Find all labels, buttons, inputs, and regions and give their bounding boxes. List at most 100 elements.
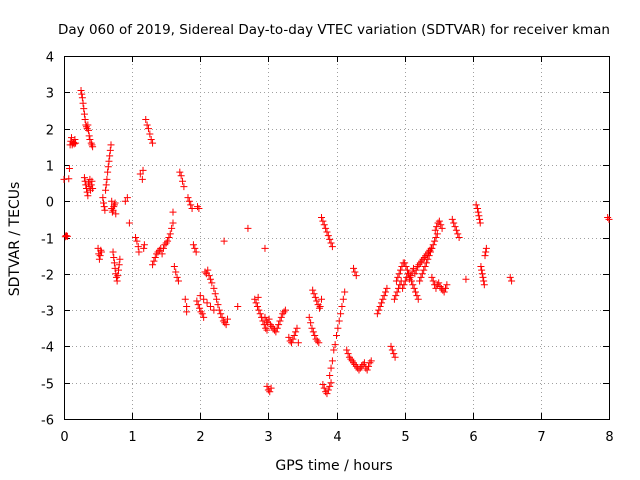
data-point bbox=[347, 355, 355, 363]
data-point bbox=[474, 204, 482, 212]
data-point bbox=[327, 379, 335, 387]
data-point bbox=[365, 362, 373, 370]
data-point bbox=[323, 228, 331, 236]
data-point bbox=[189, 241, 197, 249]
data-point bbox=[433, 230, 441, 238]
data-point bbox=[319, 217, 327, 225]
data-point bbox=[429, 241, 437, 249]
data-point bbox=[275, 321, 283, 329]
data-point bbox=[440, 288, 448, 296]
data-point bbox=[104, 168, 112, 176]
data-point bbox=[263, 326, 271, 334]
data-point bbox=[276, 317, 284, 325]
data-point bbox=[96, 252, 104, 260]
data-point bbox=[195, 204, 203, 212]
data-point bbox=[481, 252, 489, 260]
data-point bbox=[255, 306, 263, 314]
data-point bbox=[379, 295, 387, 303]
data-point bbox=[363, 366, 371, 374]
data-point bbox=[196, 304, 204, 312]
data-point bbox=[83, 188, 91, 196]
data-point bbox=[314, 301, 322, 309]
data-point bbox=[176, 168, 184, 176]
data-point bbox=[102, 181, 110, 189]
data-point bbox=[474, 208, 482, 216]
data-point bbox=[109, 248, 117, 256]
data-point bbox=[180, 183, 188, 191]
data-point bbox=[200, 313, 208, 321]
data-point bbox=[200, 295, 208, 303]
data-point bbox=[288, 339, 296, 347]
data-point bbox=[112, 273, 120, 281]
data-point bbox=[373, 310, 381, 318]
data-point bbox=[81, 177, 89, 185]
data-point bbox=[115, 261, 123, 269]
data-point bbox=[416, 259, 424, 267]
data-point bbox=[375, 306, 383, 314]
data-point bbox=[115, 266, 122, 274]
data-point bbox=[421, 263, 429, 271]
data-point bbox=[194, 301, 202, 309]
data-point bbox=[111, 199, 119, 207]
data-point bbox=[388, 346, 396, 354]
data-point bbox=[338, 302, 346, 310]
data-point bbox=[181, 295, 189, 303]
data-point bbox=[412, 288, 420, 296]
x-tick-label: 3 bbox=[264, 430, 272, 445]
data-point bbox=[173, 273, 181, 281]
data-point bbox=[78, 90, 86, 98]
data-point bbox=[224, 315, 231, 323]
data-point bbox=[324, 232, 332, 240]
data-point bbox=[184, 194, 192, 202]
data-point bbox=[327, 239, 335, 247]
data-point bbox=[161, 241, 169, 249]
data-point bbox=[508, 277, 516, 285]
data-point bbox=[134, 243, 142, 251]
data-point bbox=[335, 317, 343, 325]
data-point bbox=[339, 295, 347, 303]
data-point bbox=[376, 302, 384, 310]
data-point bbox=[165, 234, 173, 241]
data-point bbox=[206, 275, 214, 283]
data-point bbox=[136, 170, 144, 178]
data-point bbox=[84, 192, 92, 200]
data-point bbox=[344, 350, 352, 358]
data-point bbox=[409, 281, 417, 289]
data-point bbox=[252, 299, 260, 307]
data-point bbox=[168, 224, 176, 232]
data-point bbox=[322, 224, 330, 232]
data-point bbox=[95, 255, 103, 263]
data-point bbox=[166, 230, 174, 238]
data-point bbox=[194, 203, 202, 211]
data-point bbox=[334, 324, 342, 332]
data-point bbox=[110, 203, 118, 211]
data-point bbox=[431, 226, 439, 234]
data-point bbox=[80, 110, 88, 118]
data-point bbox=[60, 175, 68, 183]
y-tick-label: 2 bbox=[46, 124, 54, 139]
data-point bbox=[220, 237, 228, 245]
data-point bbox=[348, 357, 356, 365]
x-tick-label: 0 bbox=[60, 430, 68, 445]
data-point bbox=[110, 253, 118, 261]
data-point bbox=[455, 234, 463, 241]
data-point bbox=[345, 353, 353, 361]
data-point bbox=[328, 357, 336, 365]
data-point bbox=[437, 221, 445, 229]
data-point bbox=[266, 321, 274, 329]
data-point bbox=[377, 299, 385, 307]
data-point bbox=[475, 212, 483, 220]
data-point bbox=[311, 332, 319, 340]
data-point bbox=[204, 266, 212, 274]
data-point bbox=[97, 248, 105, 256]
data-point bbox=[367, 357, 375, 365]
data-point bbox=[234, 302, 242, 310]
data-point bbox=[450, 219, 458, 227]
data-point bbox=[312, 335, 320, 343]
y-tick-label: -4 bbox=[41, 341, 54, 356]
data-point bbox=[415, 261, 423, 269]
data-point bbox=[366, 359, 374, 367]
data-point bbox=[352, 272, 360, 280]
data-point bbox=[71, 135, 79, 143]
data-point bbox=[413, 292, 421, 300]
